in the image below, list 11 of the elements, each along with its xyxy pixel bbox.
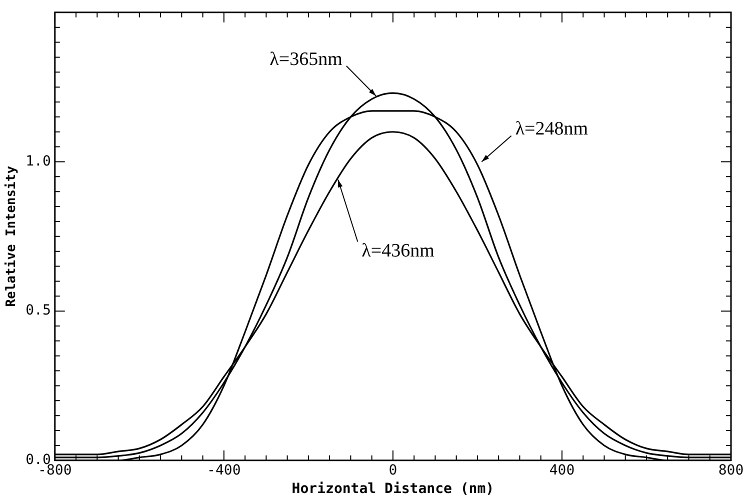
y-tick-label: 1.0 (26, 153, 51, 170)
x-tick-label: 800 (718, 462, 744, 478)
annotation: λ=248nm (515, 118, 588, 140)
annotation: λ=365nm (270, 49, 343, 70)
annotation: λ=436nm (362, 240, 435, 262)
x-tick-label: -400 (207, 462, 241, 478)
x-axis-title: Horizontal Distance (nm) (292, 481, 494, 498)
y-axis-title: Relative Intensity (4, 166, 20, 307)
x-tick-label: 0 (388, 462, 398, 478)
y-tick-label: 0.5 (26, 302, 51, 319)
x-tick-label: 400 (549, 462, 575, 478)
